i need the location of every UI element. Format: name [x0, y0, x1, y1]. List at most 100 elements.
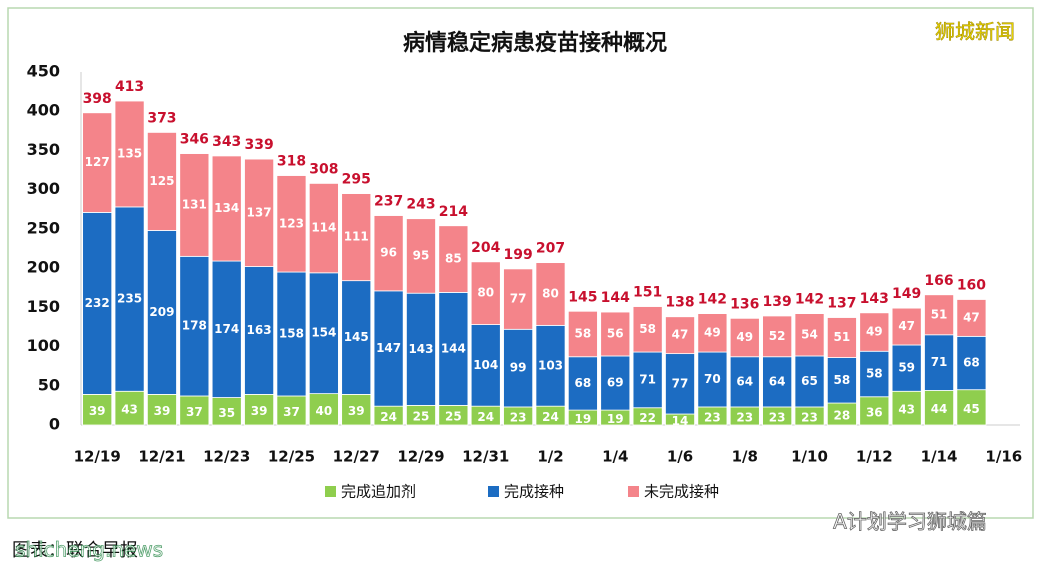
- value-label: 24: [380, 410, 397, 424]
- x-tick-label: 1/2: [537, 448, 563, 466]
- value-label: 49: [704, 325, 721, 339]
- total-label: 151: [633, 285, 662, 301]
- total-label: 136: [730, 296, 759, 312]
- bar-segment: [114, 206, 145, 392]
- value-label: 39: [89, 404, 106, 418]
- value-label: 39: [348, 404, 365, 418]
- value-label: 68: [575, 376, 592, 390]
- plot: 0 50 100 150 200 250 300 350 400 450 12/19 12/21 12/…: [27, 62, 1023, 501]
- value-label: 137: [247, 205, 272, 219]
- value-label: 96: [380, 246, 397, 260]
- bar-segment: [762, 315, 793, 358]
- bar-segment: [341, 394, 372, 426]
- bar-segment: [697, 351, 728, 408]
- bar-segment: [341, 280, 372, 395]
- x-tick-label: 1/12: [856, 448, 893, 466]
- bar-segment: [924, 294, 955, 336]
- value-label: 47: [963, 310, 980, 324]
- value-label: 134: [214, 201, 239, 215]
- bar-segment: [211, 260, 242, 398]
- bar-segment: [179, 395, 210, 426]
- bar-segment: [82, 112, 113, 213]
- value-label: 23: [704, 410, 721, 424]
- total-label: 137: [827, 296, 856, 312]
- x-tick-label: 1/6: [667, 448, 693, 466]
- bar-segment: [276, 395, 307, 426]
- y-tick-label: 150: [27, 297, 60, 316]
- bar-segment: [600, 355, 631, 411]
- value-label: 14: [672, 414, 689, 428]
- y-tick-label: 300: [27, 179, 60, 198]
- bar-segment: [632, 306, 663, 353]
- value-label: 77: [510, 292, 527, 306]
- total-label: 207: [536, 241, 565, 257]
- bar-segment: [535, 262, 566, 326]
- watermark: A计划学习狮城篇: [833, 510, 987, 534]
- x-tick-label: 12/29: [397, 448, 444, 466]
- total-label: 139: [763, 294, 792, 310]
- x-tick-label: 12/27: [333, 448, 380, 466]
- total-label: 142: [795, 292, 824, 308]
- value-label: 39: [251, 404, 268, 418]
- x-tick-label: 12/21: [138, 448, 185, 466]
- value-label: 131: [182, 197, 207, 211]
- bar-segment: [438, 225, 469, 293]
- value-label: 80: [477, 286, 494, 300]
- value-label: 163: [247, 323, 272, 337]
- bar-segment: [82, 212, 113, 395]
- value-label: 158: [279, 327, 304, 341]
- value-label: 43: [121, 403, 138, 417]
- value-label: 144: [441, 341, 466, 355]
- bar-segment: [859, 312, 890, 352]
- value-label: 35: [218, 406, 235, 420]
- x-tick-label: 1/10: [791, 448, 828, 466]
- value-label: 51: [931, 307, 948, 321]
- watermark: shicheng.news: [15, 538, 163, 562]
- value-label: 19: [607, 412, 624, 426]
- value-label: 235: [117, 292, 142, 306]
- bar-segment: [794, 313, 825, 357]
- value-label: 123: [279, 216, 304, 230]
- value-label: 59: [898, 361, 915, 375]
- y-tick-label: 0: [49, 415, 60, 434]
- value-label: 22: [639, 411, 656, 425]
- value-label: 145: [344, 330, 369, 344]
- value-label: 154: [311, 326, 336, 340]
- y-tick-label: 50: [38, 375, 60, 394]
- value-label: 44: [931, 402, 948, 416]
- x-tick-label: 1/16: [985, 448, 1022, 466]
- total-label: 144: [601, 290, 630, 306]
- value-label: 65: [801, 374, 818, 388]
- value-label: 40: [315, 404, 332, 418]
- bar-segment: [600, 311, 631, 357]
- y-tick-label: 250: [27, 218, 60, 237]
- value-label: 58: [866, 367, 883, 381]
- bar-segment: [146, 132, 177, 231]
- value-label: 71: [639, 372, 656, 386]
- legend-label: 完成接种: [504, 483, 564, 501]
- total-label: 343: [212, 134, 241, 150]
- total-label: 166: [924, 273, 953, 289]
- chart-frame: [7, 7, 1034, 519]
- x-tick-label: 12/23: [203, 448, 250, 466]
- bar-segment: [114, 100, 145, 208]
- total-label: 243: [406, 197, 435, 213]
- value-label: 69: [607, 376, 624, 390]
- bar-segment: [406, 218, 436, 294]
- value-label: 99: [510, 361, 527, 375]
- value-label: 114: [311, 221, 336, 235]
- value-label: 147: [376, 341, 401, 355]
- value-label: 19: [575, 412, 592, 426]
- total-label: 373: [147, 110, 176, 126]
- value-label: 135: [117, 146, 142, 160]
- y-tick-label: 350: [27, 140, 60, 159]
- value-label: 103: [538, 358, 563, 372]
- y-tick-label: 400: [27, 101, 60, 120]
- value-label: 39: [154, 404, 171, 418]
- value-label: 58: [834, 373, 851, 387]
- bar-segment: [308, 182, 339, 274]
- total-label: 138: [665, 295, 694, 311]
- value-label: 28: [834, 409, 851, 423]
- value-label: 23: [801, 410, 818, 424]
- bar-segment: [211, 397, 242, 426]
